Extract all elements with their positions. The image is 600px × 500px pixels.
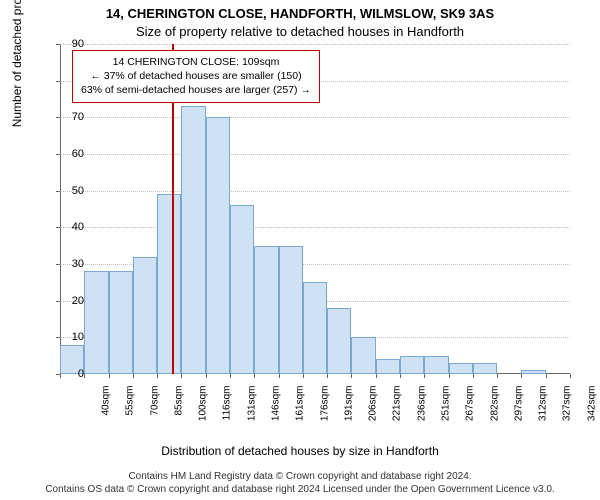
xtick-mark bbox=[133, 374, 134, 378]
xtick-mark bbox=[521, 374, 522, 378]
xtick-mark bbox=[157, 374, 158, 378]
ytick-label: 70 bbox=[54, 111, 84, 123]
xtick-mark bbox=[109, 374, 110, 378]
histogram-bar bbox=[351, 337, 375, 374]
ytick-label: 0 bbox=[54, 368, 84, 380]
annotation-line: ← 37% of detached houses are smaller (15… bbox=[81, 69, 311, 83]
histogram-bar bbox=[449, 363, 473, 374]
xtick-mark bbox=[570, 374, 571, 378]
y-axis-label: Number of detached properties bbox=[10, 0, 24, 127]
histogram-bar bbox=[230, 205, 254, 374]
histogram-bar bbox=[254, 246, 278, 374]
xtick-mark bbox=[327, 374, 328, 378]
xtick-label: 191sqm bbox=[343, 386, 354, 436]
histogram-bar bbox=[109, 271, 133, 374]
chart-footer: Contains HM Land Registry data © Crown c… bbox=[0, 471, 600, 496]
grid-line bbox=[60, 44, 570, 45]
chart-title-line2: Size of property relative to detached ho… bbox=[0, 24, 600, 39]
xtick-mark bbox=[546, 374, 547, 378]
x-axis-label: Distribution of detached houses by size … bbox=[0, 444, 600, 458]
histogram-bar bbox=[473, 363, 497, 374]
chart-title-line1: 14, CHERINGTON CLOSE, HANDFORTH, WILMSLO… bbox=[0, 6, 600, 21]
xtick-mark bbox=[400, 374, 401, 378]
xtick-label: 236sqm bbox=[416, 386, 427, 436]
xtick-label: 312sqm bbox=[538, 386, 549, 436]
xtick-label: 251sqm bbox=[441, 386, 452, 436]
annotation-box: 14 CHERINGTON CLOSE: 109sqm← 37% of deta… bbox=[72, 50, 320, 103]
xtick-label: 297sqm bbox=[513, 386, 524, 436]
histogram-bar bbox=[206, 117, 230, 374]
xtick-label: 161sqm bbox=[295, 386, 306, 436]
histogram-bar bbox=[84, 271, 108, 374]
chart-container: 14, CHERINGTON CLOSE, HANDFORTH, WILMSLO… bbox=[0, 0, 600, 500]
histogram-bar bbox=[181, 106, 205, 374]
grid-line bbox=[60, 191, 570, 192]
xtick-mark bbox=[424, 374, 425, 378]
xtick-mark bbox=[449, 374, 450, 378]
ytick-label: 10 bbox=[54, 331, 84, 343]
ytick-label: 60 bbox=[54, 148, 84, 160]
xtick-label: 85sqm bbox=[173, 386, 184, 436]
xtick-mark bbox=[351, 374, 352, 378]
xtick-mark bbox=[84, 374, 85, 378]
histogram-bar bbox=[303, 282, 327, 374]
xtick-label: 131sqm bbox=[246, 386, 257, 436]
xtick-label: 146sqm bbox=[271, 386, 282, 436]
ytick-label: 90 bbox=[54, 38, 84, 50]
xtick-label: 100sqm bbox=[198, 386, 209, 436]
xtick-label: 176sqm bbox=[319, 386, 330, 436]
xtick-label: 70sqm bbox=[149, 386, 160, 436]
xtick-label: 116sqm bbox=[222, 386, 233, 436]
xtick-label: 40sqm bbox=[101, 386, 112, 436]
histogram-bar bbox=[279, 246, 303, 374]
xtick-mark bbox=[497, 374, 498, 378]
xtick-mark bbox=[303, 374, 304, 378]
histogram-bar bbox=[376, 359, 400, 374]
ytick-label: 20 bbox=[54, 295, 84, 307]
histogram-bar bbox=[521, 370, 545, 374]
ytick-label: 30 bbox=[54, 258, 84, 270]
histogram-bar bbox=[400, 356, 424, 374]
footer-line1: Contains HM Land Registry data © Crown c… bbox=[0, 471, 600, 484]
xtick-label: 342sqm bbox=[586, 386, 597, 436]
y-axis-line bbox=[60, 44, 61, 374]
footer-line2: Contains OS data © Crown copyright and d… bbox=[0, 484, 600, 497]
xtick-label: 282sqm bbox=[489, 386, 500, 436]
xtick-label: 206sqm bbox=[368, 386, 379, 436]
xtick-mark bbox=[279, 374, 280, 378]
xtick-mark bbox=[473, 374, 474, 378]
ytick-label: 40 bbox=[54, 221, 84, 233]
grid-line bbox=[60, 154, 570, 155]
xtick-label: 327sqm bbox=[562, 386, 573, 436]
xtick-label: 221sqm bbox=[392, 386, 403, 436]
xtick-label: 55sqm bbox=[125, 386, 136, 436]
xtick-mark bbox=[181, 374, 182, 378]
grid-line bbox=[60, 227, 570, 228]
annotation-line: 63% of semi-detached houses are larger (… bbox=[81, 83, 311, 97]
annotation-line: 14 CHERINGTON CLOSE: 109sqm bbox=[81, 55, 311, 69]
ytick-label: 50 bbox=[54, 185, 84, 197]
histogram-bar bbox=[157, 194, 181, 374]
histogram-bar bbox=[133, 257, 157, 374]
xtick-mark bbox=[230, 374, 231, 378]
xtick-mark bbox=[206, 374, 207, 378]
xtick-mark bbox=[376, 374, 377, 378]
xtick-mark bbox=[254, 374, 255, 378]
grid-line bbox=[60, 117, 570, 118]
histogram-bar bbox=[424, 356, 448, 374]
histogram-bar bbox=[327, 308, 351, 374]
xtick-label: 267sqm bbox=[465, 386, 476, 436]
